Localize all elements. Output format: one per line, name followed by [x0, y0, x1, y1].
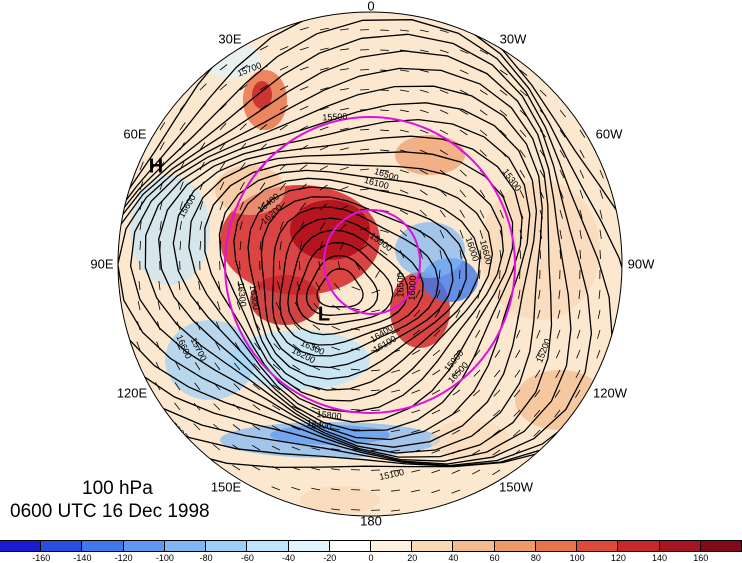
lon-label-30e: 30E — [218, 32, 241, 47]
colorbar-tick-label: 80 — [531, 553, 541, 563]
colorbar-cell — [453, 541, 494, 551]
anomaly-colorbar — [0, 540, 742, 552]
low-pressure-marker: L — [318, 304, 330, 327]
colorbar-cell — [618, 541, 659, 551]
contour-label: 16500 — [395, 272, 405, 297]
wind-barb — [351, 450, 360, 451]
colorbar-cell — [247, 541, 288, 551]
colorbar-cell — [0, 541, 41, 551]
wind-barb — [260, 261, 261, 270]
wind-barb — [351, 430, 360, 431]
colorbar-tick-label: 40 — [448, 553, 458, 563]
colorbar-tick-label: 20 — [407, 553, 417, 563]
colorbar-tick-label: -20 — [323, 553, 336, 563]
lon-label-120e: 120E — [117, 386, 147, 401]
colorbar-cell — [165, 541, 206, 551]
contour-label: 15500 — [88, 226, 103, 253]
colorbar-tick-label: -100 — [156, 553, 174, 563]
colorbar-cell — [330, 541, 371, 551]
lon-label-0: 0 — [367, 0, 374, 14]
high-pressure-marker: H — [149, 156, 163, 179]
wind-barb — [600, 250, 601, 259]
anomaly-patch — [515, 370, 605, 430]
lon-label-60e: 60E — [123, 127, 146, 142]
lon-label-90w: 90W — [628, 257, 655, 272]
pressure-level-label: 100 hPa — [82, 478, 153, 500]
colorbar-cell — [371, 541, 412, 551]
lon-label-30w: 30W — [500, 32, 527, 47]
colorbar-cell — [536, 541, 577, 551]
contour-label: 16000 — [407, 275, 418, 301]
wind-barb — [380, 90, 389, 91]
colorbar-cell — [124, 541, 165, 551]
colorbar-tick-label: 140 — [652, 553, 667, 563]
wind-barb — [480, 270, 481, 279]
lon-label-90e: 90E — [90, 257, 113, 272]
colorbar-tick-label: -120 — [115, 553, 133, 563]
colorbar-cell — [701, 541, 742, 551]
colorbar-cell — [495, 541, 536, 551]
colorbar-tick-label: 100 — [570, 553, 585, 563]
colorbar-cell — [82, 541, 123, 551]
lon-label-180: 180 — [360, 514, 382, 529]
colorbar-tick-label: 120 — [611, 553, 626, 563]
wind-barb — [380, 70, 389, 71]
anomaly-patch — [130, 175, 210, 285]
colorbar-tick-label: 0 — [368, 553, 373, 563]
colorbar-tick-label: -160 — [32, 553, 50, 563]
colorbar-cell — [412, 541, 453, 551]
contour-label: 15500 — [322, 111, 348, 122]
valid-time-label: 0600 UTC 16 Dec 1998 — [10, 501, 210, 523]
colorbar-tick-label: -40 — [282, 553, 295, 563]
colorbar-tick-label: -60 — [241, 553, 254, 563]
anomaly-patch — [395, 222, 465, 278]
wind-barb — [140, 241, 141, 250]
colorbar-tick-label: 160 — [693, 553, 708, 563]
colorbar-cell — [289, 541, 330, 551]
wind-barb — [360, 90, 369, 91]
lon-label-150w: 150W — [499, 480, 533, 495]
lon-label-60w: 60W — [596, 127, 623, 142]
colorbar-tick-label: 60 — [490, 553, 500, 563]
lon-label-150e: 150E — [211, 480, 241, 495]
wind-barb — [371, 450, 380, 451]
lon-label-120w: 120W — [593, 386, 627, 401]
colorbar-cell — [660, 541, 701, 551]
colorbar-cell — [577, 541, 618, 551]
wind-barb — [360, 70, 369, 71]
colorbar-cell — [206, 541, 247, 551]
wind-barb — [371, 430, 380, 431]
colorbar-cell — [41, 541, 82, 551]
colorbar-tick-label: -80 — [200, 553, 213, 563]
anomaly-patch — [395, 135, 465, 175]
colorbar-tick-label: -140 — [73, 553, 91, 563]
anomaly-patch — [430, 420, 510, 460]
